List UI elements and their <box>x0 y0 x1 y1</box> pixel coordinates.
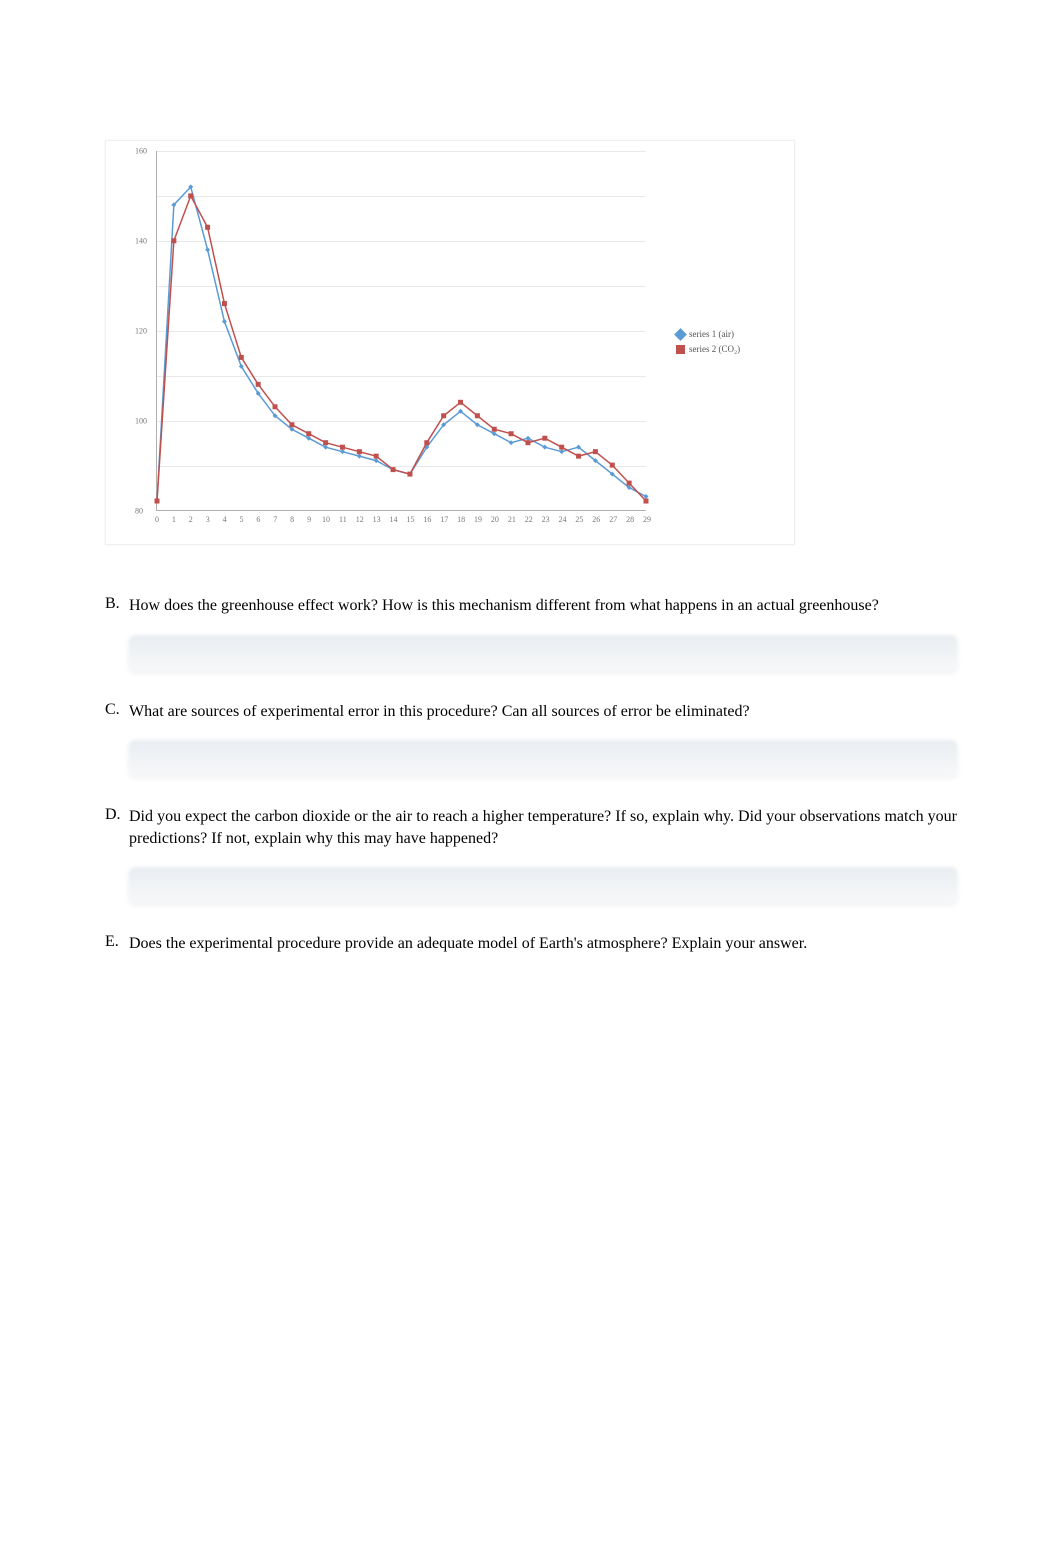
question-text: How does the greenhouse effect work? How… <box>129 595 957 617</box>
legend-item-2: series 2 (CO₂) <box>676 344 740 354</box>
legend-marker-1 <box>674 328 687 341</box>
question-E: E. Does the experimental procedure provi… <box>105 933 957 955</box>
question-letter: B. <box>105 595 129 613</box>
questions-list: B. How does the greenhouse effect work? … <box>105 595 957 955</box>
legend-marker-2 <box>676 345 685 354</box>
question-text: Did you expect the carbon dioxide or the… <box>129 806 957 849</box>
chart-legend: series 1 (air) series 2 (CO₂) <box>676 329 740 359</box>
question-text: What are sources of experimental error i… <box>129 701 957 723</box>
legend-label-2: series 2 (CO₂) <box>689 344 740 354</box>
chart-panel: 80100120140160 0123456789101112131415161… <box>105 140 795 545</box>
question-B: B. How does the greenhouse effect work? … <box>105 595 957 617</box>
chart-plot-area: 80100120140160 0123456789101112131415161… <box>156 151 646 511</box>
question-text: Does the experimental procedure provide … <box>129 933 957 955</box>
legend-item-1: series 1 (air) <box>676 329 740 339</box>
question-letter: D. <box>105 806 129 824</box>
legend-label-1: series 1 (air) <box>689 329 734 339</box>
chart-svg <box>157 151 646 510</box>
question-D: D. Did you expect the carbon dioxide or … <box>105 806 957 849</box>
question-letter: C. <box>105 701 129 719</box>
answer-box-C[interactable] <box>129 740 957 776</box>
answer-box-B[interactable] <box>129 635 957 671</box>
question-letter: E. <box>105 933 129 951</box>
answer-box-D[interactable] <box>129 867 957 903</box>
question-C: C. What are sources of experimental erro… <box>105 701 957 723</box>
